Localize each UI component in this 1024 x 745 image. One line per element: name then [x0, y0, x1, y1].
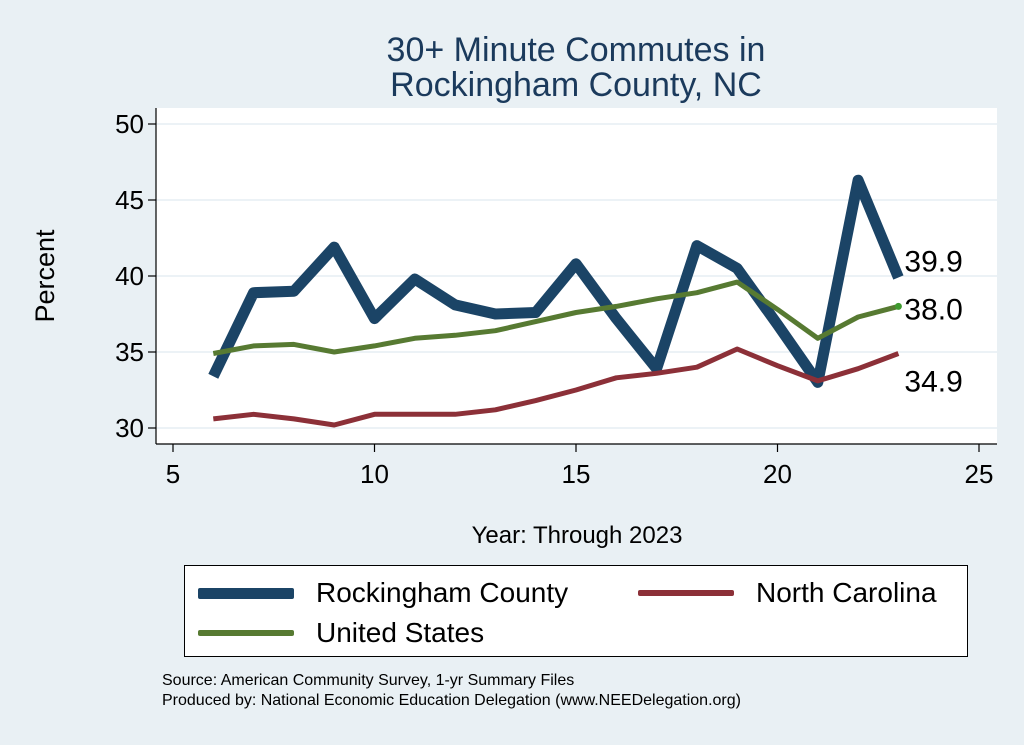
y-tick-label: 45	[115, 185, 144, 215]
producer-note: Produced by: National Economic Education…	[162, 692, 741, 709]
legend-swatch-north-carolina	[638, 590, 734, 596]
rockingham-county-line	[208, 174, 904, 388]
legend-swatch-united-states	[198, 630, 294, 636]
series-layer: 39.9 34.9 38.0	[208, 174, 963, 428]
y-tick-label: 35	[115, 337, 144, 367]
y-tick-label: 30	[115, 413, 144, 443]
x-axis-label: Year: Through 2023	[472, 522, 683, 549]
legend-item-rockingham: Rockingham County	[198, 577, 568, 609]
y-tick-label: 50	[115, 109, 144, 139]
united-states-line	[212, 279, 900, 356]
source-note: Source: American Community Survey, 1-yr …	[162, 672, 575, 689]
rockingham-end-label: 39.9	[904, 246, 962, 279]
legend-label-rockingham: Rockingham County	[316, 577, 569, 608]
legend-swatch-rockingham	[198, 587, 294, 599]
legend-item-north-carolina: North Carolina	[638, 577, 937, 609]
chart-title-line-1: 30+ Minute Commutes in	[387, 31, 766, 69]
legend-label-north-carolina: North Carolina	[756, 577, 937, 608]
north-carolina-end-label: 34.9	[904, 366, 962, 399]
united-states-end-label: 38.0	[904, 293, 962, 326]
y-axis-label: Percent	[30, 229, 60, 323]
legend-label-united-states: United States	[316, 617, 485, 648]
legend: Rockingham County North Carolina United …	[184, 565, 968, 657]
y-tick-label: 40	[115, 261, 144, 291]
north-carolina-line	[213, 346, 900, 428]
chart-title-line-2: Rockingham County, NC	[390, 66, 762, 104]
legend-item-united-states: United States	[198, 617, 484, 649]
axes: 30 35 40 45 50 5 10 15 20 25	[115, 108, 997, 489]
gridlines	[156, 123, 997, 429]
x-tick-label: 25	[965, 459, 994, 489]
x-tick-label: 5	[166, 459, 180, 489]
x-tick-label: 10	[360, 459, 389, 489]
united-states-end-marker	[894, 302, 902, 310]
x-tick-label: 15	[562, 459, 591, 489]
x-tick-label: 20	[763, 459, 792, 489]
